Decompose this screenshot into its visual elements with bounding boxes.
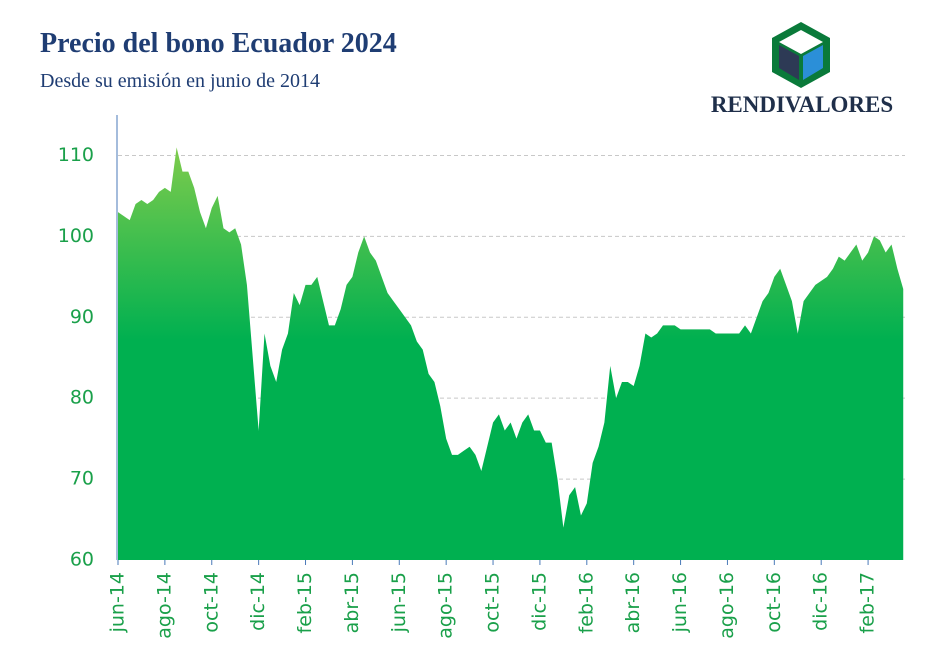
logo-text: RENDIVALORES (711, 92, 893, 117)
y-tick-label: 90 (70, 306, 94, 328)
x-tick-label: oct-16 (763, 572, 785, 633)
x-tick-label: dic-15 (528, 572, 550, 631)
x-tick-label: feb-17 (857, 572, 879, 633)
x-tick-label: ago-14 (153, 572, 175, 639)
logo: RENDIVALORES (711, 22, 893, 117)
x-tick-label: jun-16 (669, 572, 691, 633)
x-tick-label: feb-16 (575, 572, 597, 633)
area (118, 147, 904, 561)
y-tick-label: 70 (70, 468, 94, 490)
chart-subtitle: Desde su emisión en junio de 2014 (40, 70, 320, 92)
x-tick-label: jun-14 (107, 572, 129, 633)
y-tick-label: 80 (70, 387, 94, 409)
x-tick-label: abr-16 (622, 572, 644, 633)
x-tick-label: oct-15 (482, 572, 504, 633)
x-tick-label: dic-14 (247, 572, 269, 631)
x-tick-label: dic-16 (810, 572, 832, 631)
y-tick-label: 60 (70, 549, 94, 571)
x-tick-label: ago-16 (716, 572, 738, 639)
x-tick-label: ago-15 (435, 572, 457, 639)
y-tick-label: 110 (58, 144, 94, 166)
x-tick-label: abr-15 (341, 572, 363, 633)
x-tick-label: feb-15 (294, 572, 316, 633)
y-tick-label: 100 (58, 225, 94, 247)
x-tick-label: oct-14 (200, 572, 222, 633)
chart-title: Precio del bono Ecuador 2024 (40, 28, 397, 59)
x-tick-label: jun-15 (388, 572, 410, 633)
